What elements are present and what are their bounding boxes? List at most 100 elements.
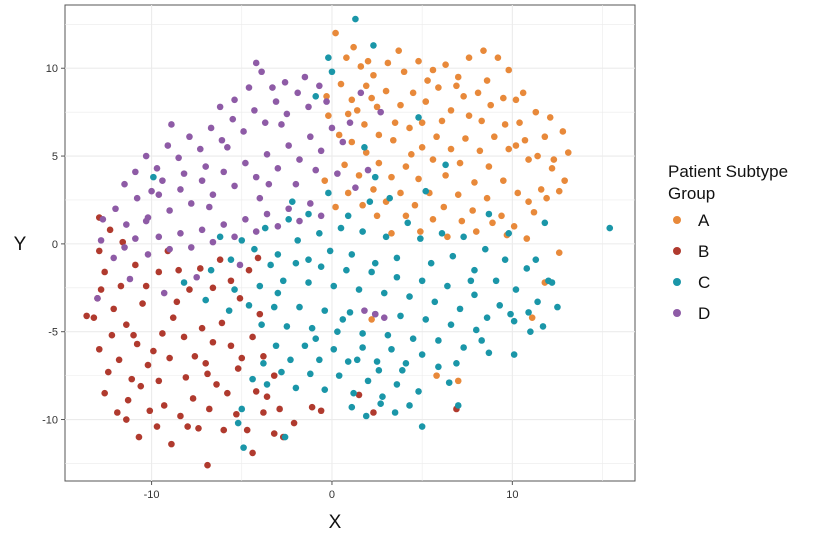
point-d: [323, 98, 330, 105]
point-d: [94, 295, 101, 302]
point-a: [375, 131, 383, 139]
legend-key-d: [673, 309, 681, 317]
point-c: [402, 360, 410, 367]
point-b: [83, 312, 90, 320]
point-d: [265, 180, 273, 188]
point-d: [240, 128, 247, 135]
point-c: [267, 261, 274, 269]
point-a: [510, 223, 518, 230]
point-a: [512, 142, 520, 149]
point-b: [370, 409, 377, 416]
point-d: [261, 119, 269, 126]
point-a: [480, 47, 487, 54]
point-c: [328, 68, 336, 76]
point-c: [456, 305, 464, 313]
point-b: [270, 430, 278, 437]
point-b: [213, 381, 220, 388]
point-c: [472, 326, 480, 334]
point-b: [227, 342, 235, 350]
point-a: [370, 186, 377, 193]
point-a: [389, 136, 397, 144]
point-d: [110, 254, 118, 262]
point-d: [155, 233, 163, 241]
point-c: [294, 237, 301, 244]
point-d: [380, 314, 388, 321]
point-a: [424, 77, 431, 84]
y-tick-label: -10: [42, 415, 58, 427]
point-b: [90, 314, 98, 321]
point-d: [186, 133, 193, 141]
point-b: [101, 268, 108, 276]
point-a: [422, 98, 430, 105]
point-a: [447, 107, 455, 114]
point-b: [142, 282, 150, 290]
y-tick-label: 10: [46, 63, 58, 75]
point-b: [216, 256, 224, 263]
point-c: [384, 331, 392, 339]
point-b: [128, 375, 136, 383]
point-c: [496, 302, 504, 309]
point-c: [305, 279, 312, 286]
point-c: [507, 310, 514, 318]
point-b: [189, 395, 197, 402]
point-a: [368, 94, 375, 102]
point-c: [483, 314, 491, 321]
point-a: [332, 29, 339, 37]
point-b: [150, 347, 157, 355]
point-b: [276, 405, 283, 413]
point-a: [433, 133, 440, 141]
point-d: [316, 82, 323, 90]
point-c: [449, 252, 457, 260]
point-d: [164, 142, 172, 149]
point-a: [368, 316, 375, 323]
point-d: [256, 194, 264, 202]
point-c: [240, 444, 247, 451]
point-b: [196, 265, 204, 272]
point-c: [225, 307, 233, 314]
point-a: [373, 212, 381, 220]
legend-title-line-2: Group: [668, 184, 715, 203]
point-a: [435, 84, 442, 91]
point-c: [460, 233, 467, 241]
point-c: [393, 381, 401, 388]
point-c: [447, 321, 455, 328]
point-a: [521, 136, 529, 144]
point-b: [308, 403, 316, 411]
point-a: [429, 156, 437, 163]
point-c: [359, 228, 366, 235]
point-a: [400, 68, 408, 76]
point-a: [417, 228, 424, 235]
point-a: [471, 179, 478, 186]
point-c: [337, 224, 345, 232]
point-d: [160, 289, 168, 297]
point-c: [539, 323, 547, 330]
point-a: [555, 187, 563, 195]
point-c: [202, 296, 209, 304]
point-a: [483, 77, 491, 84]
point-b: [204, 461, 211, 469]
x-tick-label: -10: [144, 489, 160, 501]
legend-label-d: D: [698, 304, 710, 323]
point-a: [418, 143, 426, 151]
point-b: [245, 266, 253, 274]
point-a: [409, 89, 417, 97]
point-c: [287, 356, 294, 364]
point-a: [483, 194, 491, 202]
point-b: [132, 261, 139, 269]
point-c: [370, 42, 377, 49]
point-d: [334, 170, 341, 177]
point-a: [491, 133, 498, 141]
point-c: [418, 277, 426, 285]
point-a: [462, 135, 469, 142]
point-c: [272, 342, 280, 350]
legend-key-b: [673, 247, 681, 255]
point-b: [155, 268, 163, 276]
point-c: [442, 161, 449, 169]
point-c: [445, 379, 453, 386]
point-a: [348, 138, 356, 146]
point-c: [371, 259, 379, 267]
point-a: [444, 233, 451, 241]
point-a: [406, 124, 413, 132]
point-a: [397, 101, 404, 109]
